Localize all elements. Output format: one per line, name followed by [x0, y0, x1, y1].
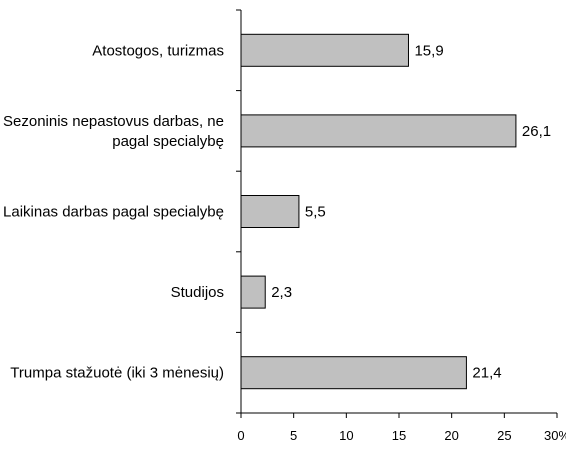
category-label: Laikinas darbas pagal specialybę: [3, 204, 224, 221]
category-label: Studijos: [171, 284, 224, 301]
x-tick-label: 5: [290, 428, 297, 443]
x-tick-label: 30%: [544, 428, 566, 443]
x-tick-label: 25: [497, 428, 511, 443]
axes: 0 5 10 15 20 25 30%: [236, 9, 566, 443]
bar-value-label: 15,9: [414, 42, 443, 59]
category-label: Trumpa stažuotė (iki 3 mėnesių): [10, 365, 224, 382]
bars: [240, 33, 517, 390]
bar-value-label: 5,5: [305, 204, 326, 221]
bar: [240, 195, 300, 228]
bar: [240, 275, 266, 309]
category-label: Atostogos, turizmas: [92, 42, 224, 59]
category-label: pagal specialybę: [112, 133, 224, 150]
x-tick-label: 10: [339, 428, 353, 443]
bar-value-label: 21,4: [472, 365, 501, 382]
category-label: Sezoninis nepastovus darbas, ne: [3, 113, 224, 130]
bar: [240, 356, 467, 390]
x-tick-label: 20: [444, 428, 458, 443]
bar: [240, 33, 409, 67]
bar-value-label: 26,1: [522, 123, 551, 140]
bar: [240, 114, 517, 148]
labels: 15,9 Atostogos, turizmas 26,1 Sezoninis nep…: [3, 42, 551, 381]
x-tick-label: 0: [237, 428, 244, 443]
x-tick-label: 15: [392, 428, 406, 443]
bar-value-label: 2,3: [271, 284, 292, 301]
